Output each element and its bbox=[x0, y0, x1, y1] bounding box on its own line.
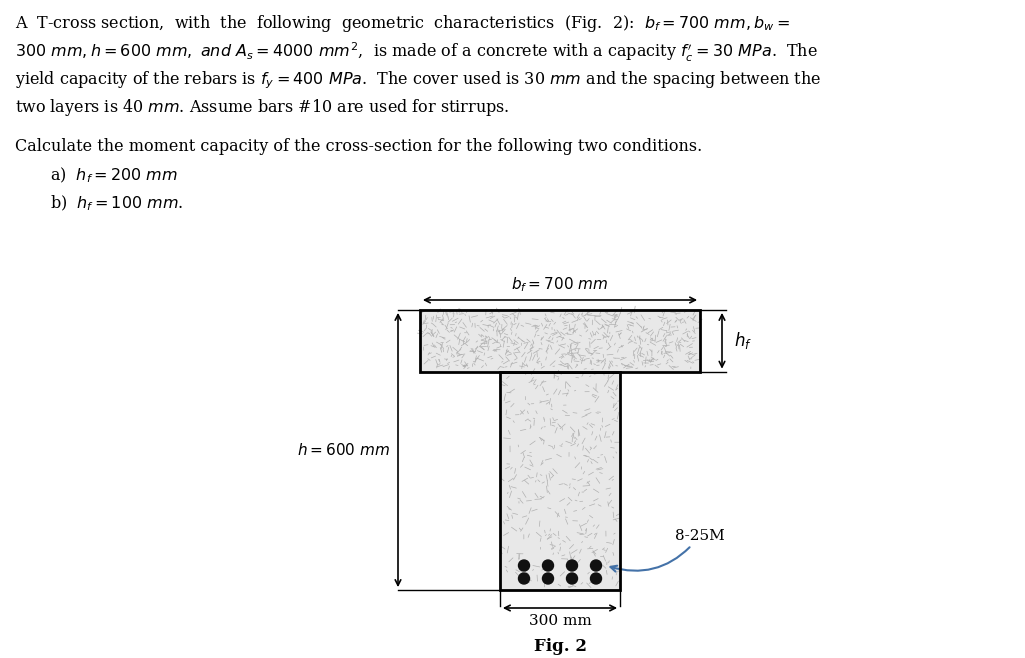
Text: 8-25M: 8-25M bbox=[611, 528, 725, 572]
Circle shape bbox=[542, 560, 554, 571]
Bar bbox=[420, 310, 700, 372]
Circle shape bbox=[590, 573, 602, 584]
Bar bbox=[500, 372, 620, 590]
Circle shape bbox=[519, 573, 530, 584]
Text: yield capacity of the rebars is $f_y = 400\ MPa$.  The cover used is 30 $mm$ and: yield capacity of the rebars is $f_y = 4… bbox=[15, 69, 821, 91]
Text: $b_f = 700\ mm$: $b_f = 700\ mm$ bbox=[511, 275, 609, 294]
Bar bbox=[500, 372, 620, 590]
Text: Calculate the moment capacity of the cross-section for the following two conditi: Calculate the moment capacity of the cro… bbox=[15, 138, 702, 155]
Text: b)  $h_f = 100\ mm$.: b) $h_f = 100\ mm$. bbox=[50, 194, 183, 213]
Circle shape bbox=[542, 573, 554, 584]
Text: $h_f$: $h_f$ bbox=[734, 330, 752, 351]
Bar bbox=[420, 310, 700, 372]
Text: 300 mm: 300 mm bbox=[529, 614, 591, 628]
Text: A  T-cross section,  with  the  following  geometric  characteristics  (Fig.  2): A T-cross section, with the following ge… bbox=[15, 13, 790, 34]
Text: $300\ mm, h = 600\ mm,\ and\ A_s = 4000\ mm^2$,  is made of a concrete with a ca: $300\ mm, h = 600\ mm,\ and\ A_s = 4000\… bbox=[15, 41, 818, 64]
Circle shape bbox=[519, 560, 530, 571]
Text: $h = 600\ mm$: $h = 600\ mm$ bbox=[297, 442, 390, 458]
Circle shape bbox=[567, 573, 577, 584]
Circle shape bbox=[590, 560, 602, 571]
Text: a)  $h_f = 200\ mm$: a) $h_f = 200\ mm$ bbox=[50, 166, 178, 186]
Text: two layers is 40 $mm$. Assume bars #10 are used for stirrups.: two layers is 40 $mm$. Assume bars #10 a… bbox=[15, 97, 509, 118]
Text: Fig. 2: Fig. 2 bbox=[533, 638, 586, 655]
Circle shape bbox=[567, 560, 577, 571]
